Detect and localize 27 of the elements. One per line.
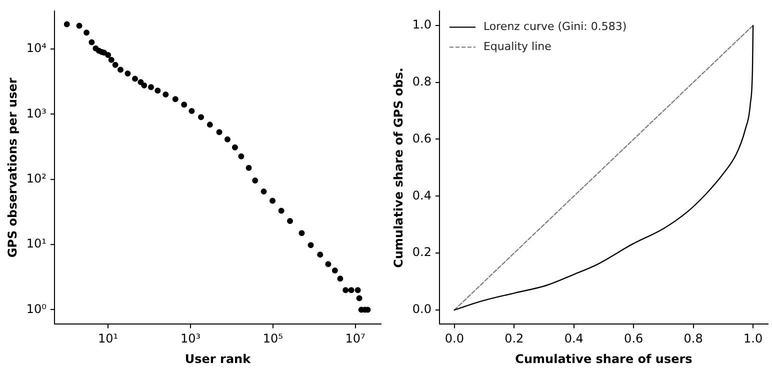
y-tick-label: 0.0: [412, 302, 432, 316]
y-tick-label: 10¹: [26, 236, 47, 251]
x-axis-title: User rank: [184, 352, 252, 366]
x-tick-label: 10⁵: [262, 332, 284, 346]
legend-label: Equality line: [483, 40, 552, 54]
x-axis-title: Cumulative share of users: [515, 352, 692, 366]
x-tick-label: 0.4: [564, 332, 584, 346]
y-tick-label: 10⁴: [26, 41, 47, 56]
y-tick-label: 0.8: [412, 74, 432, 88]
x-tick-label: 0.8: [684, 332, 703, 346]
legend-label: Lorenz curve (Gini: 0.583): [483, 20, 627, 34]
y-tick-label: 0.4: [412, 188, 432, 202]
x-tick-label: 10³: [180, 332, 201, 346]
y-axis-title: Cumulative share of GPS obs.: [391, 68, 406, 268]
y-axis-title: GPS observations per user: [5, 78, 20, 258]
x-tick-label: 1.0: [744, 332, 763, 346]
y-tick-label: 0.2: [412, 245, 432, 260]
y-tick-label: 10³: [26, 106, 47, 120]
y-tick-label: 1.0: [412, 18, 432, 32]
x-tick-label: 10¹: [98, 332, 118, 346]
x-tick-label: 0.2: [504, 332, 524, 346]
x-tick-label: 0.6: [624, 332, 644, 346]
y-tick-label: 10⁰: [26, 302, 47, 316]
y-tick-label: 10²: [26, 171, 47, 186]
x-tick-label: 0.0: [444, 332, 464, 346]
y-tick-label: 0.6: [412, 131, 432, 146]
x-tick-label: 10⁷: [345, 332, 366, 346]
